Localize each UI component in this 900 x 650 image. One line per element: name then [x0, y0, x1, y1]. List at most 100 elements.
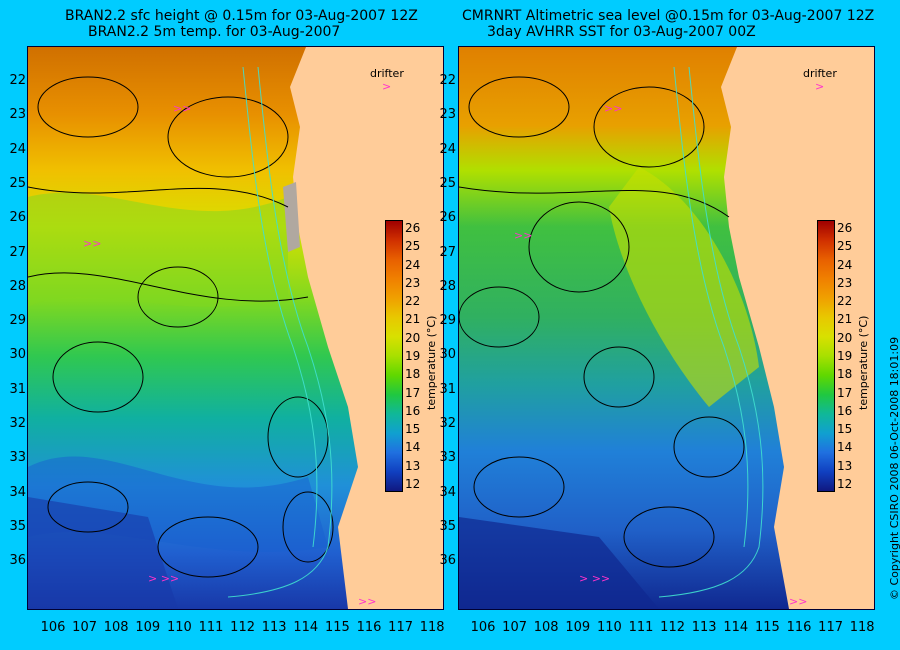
lat-tick-label: 28 — [439, 278, 456, 294]
left-title-line2: BRAN2.2 5m temp. for 03-Aug-2007 — [88, 24, 341, 40]
colorbar-tick-label: 23 — [405, 275, 421, 290]
lat-tick-label: 30 — [9, 347, 26, 363]
lat-tick-label: 36 — [9, 553, 26, 569]
drifter-label: drifter — [370, 67, 404, 80]
colorbar-tick-label: 17 — [837, 385, 853, 400]
colorbar-tick-label: 16 — [405, 403, 421, 418]
bathymetry-contours — [227, 66, 333, 598]
colorbar-tick-label: 13 — [837, 458, 853, 473]
lat-tick-label: 36 — [439, 553, 456, 569]
colorbar-tick-label: 24 — [405, 257, 421, 272]
colorbar-tick-label: 19 — [837, 349, 853, 363]
left-title-line1: BRAN2.2 sfc height @ 0.15m for 03-Aug-20… — [65, 8, 418, 24]
colorbar-title: temperature (°C) — [857, 315, 870, 410]
lat-tick-label: 30 — [439, 347, 456, 363]
lat-tick-label: 33 — [9, 450, 26, 466]
svg-text:> >>: > >> — [148, 572, 179, 585]
lon-tick-label: 110 — [166, 620, 192, 635]
colorbar-gradient — [385, 220, 403, 492]
lon-tick-label: 108 — [103, 620, 129, 635]
colorbar-tick-label: 18 — [405, 367, 421, 382]
lat-tick-label: 31 — [9, 381, 26, 397]
colorbar-tick-label: 22 — [837, 294, 853, 309]
left-map-panel: >> >> > >> >> — [27, 46, 444, 610]
lon-tick-label: 110 — [596, 620, 622, 635]
sea-level-contours — [28, 76, 334, 578]
lon-tick-label: 116 — [356, 620, 382, 635]
lon-tick-label: 118 — [849, 620, 875, 635]
colorbar-tick-label: 22 — [405, 294, 421, 309]
lon-tick-label: 106 — [470, 620, 496, 635]
copyright-text: © Copyright CSIRO 2008 06-Oct-2008 18:01… — [888, 336, 900, 600]
colorbar-tick-label: 20 — [405, 330, 421, 345]
lon-tick-label: 114 — [723, 620, 749, 635]
lat-tick-label: 29 — [9, 313, 26, 329]
lon-tick-label: 113 — [691, 620, 717, 635]
lat-tick-label: 28 — [9, 278, 26, 294]
lat-tick-label: 26 — [9, 210, 26, 226]
colorbar-tick-label: 14 — [405, 440, 421, 455]
lon-tick-label: 106 — [40, 620, 66, 635]
bathymetry-contours — [658, 66, 764, 598]
drifter-markers: >> >> > >> >> — [83, 102, 376, 608]
lat-tick-label: 22 — [9, 73, 26, 88]
lon-tick-label: 114 — [293, 620, 319, 635]
svg-text:>>: >> — [173, 102, 191, 115]
lon-tick-label: 111 — [198, 620, 224, 635]
colorbar-tick-label: 26 — [837, 221, 853, 235]
lon-tick-label: 108 — [533, 620, 559, 635]
colorbar-tick-label: 16 — [837, 403, 853, 418]
svg-text:>>: >> — [358, 595, 376, 608]
colorbar-gradient — [817, 220, 835, 492]
colorbar-tick-label: 21 — [405, 312, 421, 327]
colorbar-tick-label: 25 — [837, 239, 853, 254]
lat-tick-label: 23 — [9, 107, 26, 123]
drifter-label: drifter — [803, 67, 837, 80]
lon-tick-label: 111 — [628, 620, 654, 635]
lat-tick-label: 29 — [439, 313, 456, 329]
lat-tick-label: 24 — [439, 141, 456, 157]
colorbar-tick-label: 24 — [837, 257, 853, 272]
right-title-line2: 3day AVHRR SST for 03-Aug-2007 00Z — [487, 24, 756, 40]
colorbar-tick-label: 14 — [837, 440, 853, 455]
lat-tick-label: 33 — [439, 450, 456, 466]
svg-text:>>: >> — [514, 229, 532, 242]
lat-tick-label: 35 — [439, 518, 456, 534]
drifter-arrow-icon: > — [382, 80, 392, 93]
colorbar-tick-label: 25 — [405, 239, 421, 254]
lon-tick-label: 115 — [324, 620, 350, 635]
left-map: >> >> > >> >> — [28, 47, 443, 609]
right-map: >> >> > >> >> — [459, 47, 874, 609]
lat-tick-label: 27 — [9, 244, 26, 260]
colorbar-tick-label: 12 — [837, 477, 853, 491]
lon-tick-label: 113 — [261, 620, 287, 635]
drifter-arrow-icon: > — [815, 80, 825, 93]
right-title-line1: CMRNRT Altimetric sea level @0.15m for 0… — [462, 8, 875, 24]
lat-tick-label: 34 — [9, 484, 26, 500]
svg-text:>>: >> — [789, 595, 807, 608]
coastline-land — [721, 47, 874, 609]
drifter-legend-right: drifter > — [803, 67, 837, 93]
lon-tick-label: 109 — [135, 620, 161, 635]
svg-text:>>: >> — [83, 237, 101, 250]
lon-tick-label: 117 — [818, 620, 843, 635]
drifter-markers: >> >> > >> >> — [514, 102, 807, 608]
lat-tick-label: 31 — [439, 381, 456, 397]
colorbar-tick-label: 19 — [405, 349, 421, 363]
colorbar-tick-label: 12 — [405, 477, 421, 491]
lat-tick-label: 27 — [439, 244, 456, 260]
colorbar-tick-label: 23 — [837, 275, 853, 290]
lat-tick-label: 35 — [9, 518, 26, 534]
sea-level-contours — [459, 76, 745, 568]
colorbar-tick-label: 26 — [405, 221, 421, 235]
lon-tick-label: 107 — [72, 620, 97, 635]
lat-tick-label: 25 — [9, 175, 26, 191]
lon-tick-label: 118 — [419, 620, 445, 635]
lon-tick-label: 112 — [660, 620, 685, 635]
colorbar-tick-label: 20 — [837, 330, 853, 345]
svg-text:>>: >> — [604, 102, 622, 115]
lat-tick-label: 24 — [9, 141, 26, 157]
lon-tick-label: 112 — [230, 620, 255, 635]
lat-tick-label: 26 — [439, 210, 456, 226]
colorbar-tick-label: 13 — [405, 458, 421, 473]
